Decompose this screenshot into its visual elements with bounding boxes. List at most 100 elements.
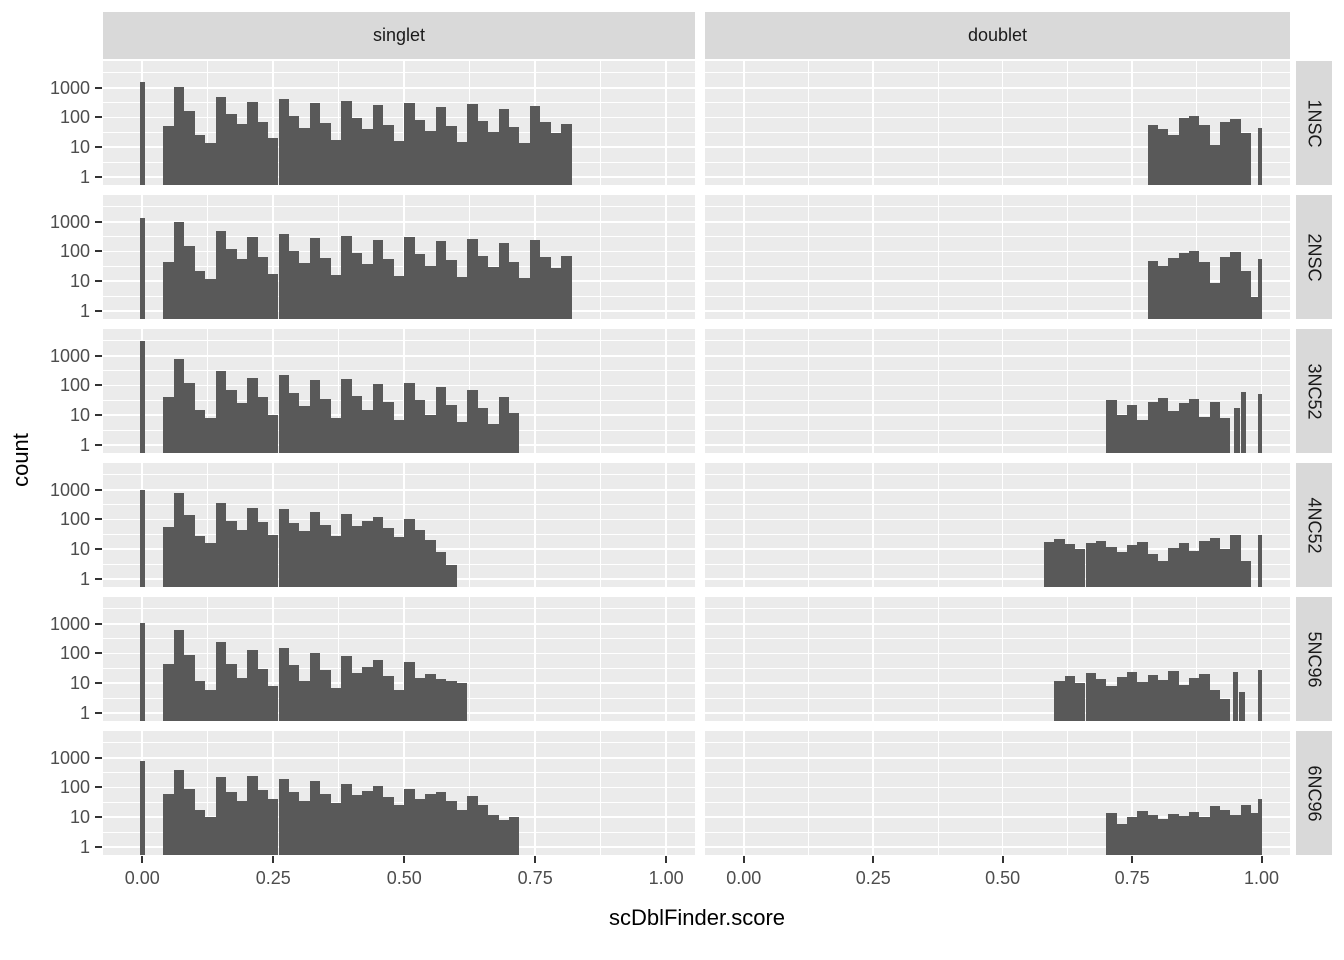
histogram-bar	[1106, 686, 1117, 721]
gridline-major-v	[1131, 597, 1133, 721]
histogram-bar	[351, 118, 363, 185]
histogram-bar	[1220, 257, 1231, 319]
gridline-minor-v	[600, 731, 602, 855]
histogram-bar	[1220, 698, 1231, 721]
histogram-bar	[1137, 541, 1148, 587]
gridline-minor-h	[705, 429, 1290, 431]
histogram-bar	[278, 778, 289, 855]
gridline-minor-v	[1066, 597, 1068, 721]
histogram-bar	[1189, 811, 1200, 855]
gridline-minor-v	[338, 61, 340, 185]
histogram-bar	[341, 235, 352, 319]
gridline-minor-h	[103, 742, 695, 744]
gridline-minor-h	[103, 72, 695, 74]
histogram-bar	[139, 340, 145, 453]
histogram-bar	[1054, 680, 1065, 721]
gridline-major-h	[103, 354, 695, 357]
histogram-bar	[1044, 541, 1055, 587]
gridline-major-v	[872, 195, 875, 319]
histogram-bar	[257, 790, 269, 855]
histogram-bar	[247, 507, 258, 587]
gridline-major-v	[1131, 61, 1133, 185]
histogram-bar	[215, 503, 227, 587]
y-axis-tick	[95, 622, 102, 625]
gridline-minor-h	[705, 504, 1290, 506]
gridline-major-v	[534, 463, 536, 587]
histogram-bar	[456, 141, 468, 185]
y-axis-tick-label: 1000	[49, 479, 90, 500]
gridline-major-v	[743, 195, 745, 319]
histogram-bar	[435, 106, 447, 185]
gridline-major-v	[534, 597, 536, 721]
histogram-bar	[330, 535, 342, 587]
histogram-bar	[268, 138, 279, 185]
histogram-bar	[1075, 549, 1086, 587]
gridline-major-v	[1260, 597, 1263, 721]
gridline-minor-h	[705, 236, 1290, 238]
gridline-minor-v	[1066, 731, 1068, 855]
facet-strip-right-2NSC: 2NSC	[1296, 195, 1332, 319]
histogram-bar	[414, 677, 426, 721]
gridline-minor-h	[705, 474, 1290, 476]
histogram-bar	[498, 820, 509, 855]
gridline-major-v	[1131, 463, 1133, 587]
histogram-bar	[173, 630, 185, 721]
facet-strip-right-label: 1NSC	[1304, 98, 1325, 148]
histogram-bar	[1189, 399, 1200, 453]
histogram-bar	[1075, 683, 1086, 721]
histogram-bar	[1230, 535, 1241, 587]
gridline-major-h	[705, 652, 1290, 655]
x-axis-tick	[1131, 856, 1134, 863]
y-axis-tick-label: 10	[69, 137, 90, 158]
histogram-bar	[1168, 670, 1179, 721]
histogram-bar	[247, 377, 258, 453]
histogram-bar	[1240, 804, 1252, 855]
histogram-bar	[1199, 540, 1210, 587]
histogram-bar	[1209, 401, 1221, 453]
gridline-major-v	[743, 463, 745, 587]
histogram-bar	[247, 775, 258, 855]
histogram-bar	[1116, 677, 1127, 721]
gridline-major-v	[272, 463, 275, 587]
y-axis-tick-label: 100	[59, 241, 90, 262]
x-axis-tick	[665, 856, 668, 863]
facet-strip-right-3NC52: 3NC52	[1296, 329, 1332, 453]
histogram-bar	[1168, 410, 1179, 453]
panel-2NSC-singlet	[103, 195, 695, 319]
gridline-minor-h	[103, 399, 695, 401]
gridline-minor-h	[705, 340, 1290, 342]
facet-strip-top-label: singlet	[372, 25, 426, 45]
histogram-bar	[1168, 134, 1179, 185]
histogram-bar	[383, 259, 394, 319]
facet-strip-right-1NSC: 1NSC	[1296, 61, 1332, 185]
histogram-bar	[173, 769, 185, 855]
histogram-bar	[236, 403, 248, 453]
histogram-bar	[257, 122, 269, 185]
histogram-bar	[299, 262, 310, 319]
gridline-major-h	[705, 816, 1290, 819]
histogram-bar	[393, 275, 405, 319]
gridline-major-h	[705, 310, 1290, 312]
x-axis-tick	[872, 856, 875, 863]
histogram-bar	[320, 258, 331, 319]
y-axis-tick	[95, 845, 102, 848]
gridline-major-v	[1260, 463, 1263, 587]
x-axis-tick	[534, 856, 537, 863]
histogram-bar	[393, 141, 405, 185]
gridline-major-h	[705, 488, 1290, 491]
gridline-major-v	[272, 61, 275, 185]
histogram-bar	[435, 386, 447, 453]
y-axis-tick	[95, 652, 102, 655]
gridline-minor-h	[705, 295, 1290, 297]
histogram-bar	[1147, 125, 1158, 185]
facet-strip-right-4NC52: 4NC52	[1296, 463, 1332, 587]
facet-strip-top-label: doublet	[967, 25, 1028, 45]
histogram-bar	[1257, 259, 1262, 319]
x-axis-tick	[403, 856, 406, 863]
histogram-bar	[1126, 817, 1138, 855]
histogram-bar	[1064, 675, 1076, 721]
histogram-bar	[1240, 133, 1252, 185]
histogram-bar	[299, 406, 310, 453]
y-axis-tick-label: 10	[69, 539, 90, 560]
histogram-bar	[435, 792, 447, 855]
